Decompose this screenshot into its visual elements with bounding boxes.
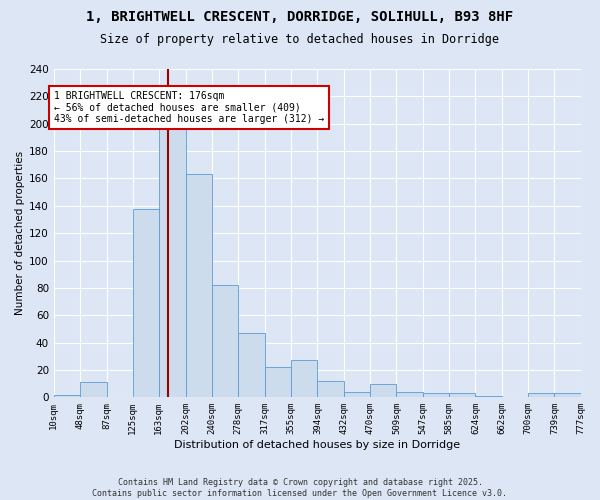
Text: Contains HM Land Registry data © Crown copyright and database right 2025.
Contai: Contains HM Land Registry data © Crown c… — [92, 478, 508, 498]
Text: 1 BRIGHTWELL CRESCENT: 176sqm
← 56% of detached houses are smaller (409)
43% of : 1 BRIGHTWELL CRESCENT: 176sqm ← 56% of d… — [54, 91, 324, 124]
Bar — [475, 396, 502, 398]
Bar — [317, 381, 344, 398]
Bar — [212, 285, 238, 398]
Bar — [554, 393, 581, 398]
Bar — [344, 392, 370, 398]
Bar — [185, 174, 212, 398]
Bar — [265, 367, 290, 398]
Bar — [54, 394, 80, 398]
Bar — [370, 384, 397, 398]
Bar — [238, 333, 265, 398]
Bar — [133, 208, 159, 398]
Bar — [527, 393, 554, 398]
Bar — [397, 392, 422, 398]
Bar — [159, 126, 185, 398]
X-axis label: Distribution of detached houses by size in Dorridge: Distribution of detached houses by size … — [174, 440, 460, 450]
Text: 1, BRIGHTWELL CRESCENT, DORRIDGE, SOLIHULL, B93 8HF: 1, BRIGHTWELL CRESCENT, DORRIDGE, SOLIHU… — [86, 10, 514, 24]
Y-axis label: Number of detached properties: Number of detached properties — [15, 151, 25, 315]
Text: Size of property relative to detached houses in Dorridge: Size of property relative to detached ho… — [101, 32, 499, 46]
Bar — [80, 382, 107, 398]
Bar — [449, 393, 475, 398]
Bar — [290, 360, 317, 398]
Bar — [422, 393, 449, 398]
